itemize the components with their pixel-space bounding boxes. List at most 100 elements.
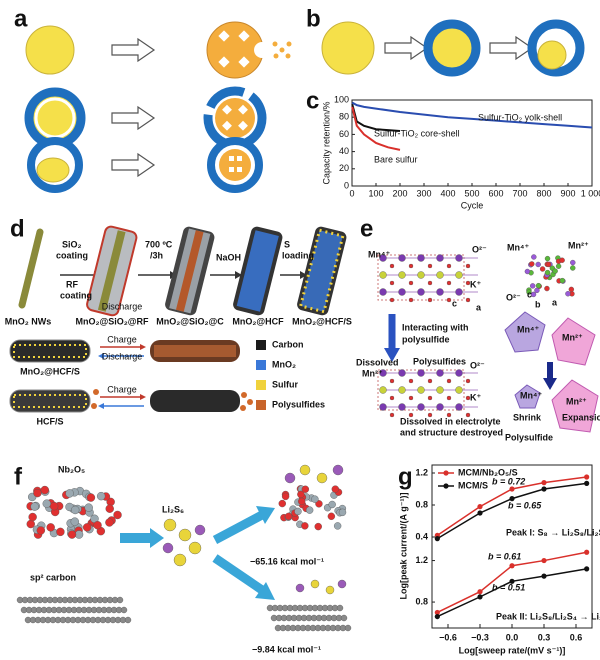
atom — [398, 271, 406, 279]
panel-e-diagram — [377, 254, 599, 433]
data-point — [541, 557, 547, 564]
structure-label: Mn²⁺ — [568, 240, 589, 250]
atom — [331, 485, 340, 493]
annotation: b = 0.72 — [492, 476, 525, 486]
x-tick-label: 600 — [488, 188, 503, 198]
atom — [535, 261, 541, 268]
panel-f-diagram-shape — [212, 511, 265, 544]
panel-f-diagram-shape — [162, 518, 206, 567]
x-tick-label: 1 000 — [581, 188, 600, 198]
atom — [336, 604, 344, 612]
panel-e-diagram-shape — [524, 254, 576, 298]
panel-d-diagram-shape — [9, 389, 91, 413]
atom — [446, 263, 452, 269]
y-tick-label: 1.2 — [415, 467, 428, 477]
panel-d-diagram-shape-shape — [300, 230, 343, 312]
atom — [417, 403, 425, 411]
atom — [427, 263, 433, 269]
cell-label: MnO₂@HCF/S — [20, 366, 80, 376]
data-point — [477, 510, 483, 516]
atom — [96, 491, 106, 501]
atom — [284, 512, 293, 521]
panel-label: e — [360, 215, 373, 242]
atom — [417, 288, 425, 296]
panel-e-diagram-shape — [384, 348, 400, 362]
atom — [417, 386, 425, 394]
atom — [446, 297, 452, 303]
molecule-label: sp² carbon — [30, 572, 76, 582]
panel-d-diagram-shape-shape — [240, 405, 246, 411]
x-tick-label: 800 — [536, 188, 551, 198]
panel-d-diagram-shape — [233, 226, 283, 316]
charge-label: Charge — [107, 384, 137, 394]
atom — [315, 500, 323, 508]
x-tick-label: 300 — [416, 188, 431, 198]
panel-d-diagram-shape-shape — [91, 403, 97, 409]
panel-a-diagram-shape — [36, 157, 70, 183]
atom — [417, 369, 425, 377]
series-line — [437, 568, 587, 618]
legend-marker — [443, 470, 449, 476]
atom — [33, 488, 42, 498]
atom — [67, 530, 77, 539]
atom — [325, 585, 335, 595]
structure-label: K⁺ — [470, 279, 481, 289]
panel-d-diagram-shape — [300, 271, 307, 279]
legend-marker — [443, 483, 449, 489]
panel-e-diagram-shape — [377, 254, 465, 301]
atom — [188, 541, 202, 555]
atom — [455, 288, 463, 296]
panel-d-diagram — [9, 225, 347, 413]
atom — [74, 530, 84, 539]
atom — [389, 263, 395, 269]
data-point — [584, 549, 590, 555]
legend-label: MCM/Nb₂O₅/S — [458, 467, 518, 477]
atom — [333, 522, 342, 530]
atom — [301, 485, 310, 493]
panel-a-diagram-shape — [111, 106, 155, 130]
structure-label: polysulfide — [402, 334, 450, 344]
atom — [178, 528, 192, 542]
atom — [105, 504, 114, 513]
y-tick-label: 1.2 — [415, 555, 428, 565]
panel-b-diagram-shape — [384, 36, 428, 60]
atom — [417, 254, 425, 262]
atom — [436, 254, 444, 262]
structure-label: Mn²⁺ — [562, 332, 583, 342]
atom — [398, 403, 406, 411]
atom — [552, 268, 558, 274]
atom — [332, 464, 344, 476]
panel-a-diagram-shape-shape — [229, 156, 234, 161]
data-point — [434, 536, 440, 542]
atom — [278, 499, 286, 508]
step-label: loading — [282, 250, 314, 260]
discharge-label: Discharge — [102, 301, 143, 311]
annotation: b = 0.65 — [508, 500, 542, 510]
panel-f-diagram — [16, 464, 352, 632]
atom — [465, 297, 471, 303]
panel-a-diagram-shape-shape — [237, 167, 242, 172]
atom — [465, 263, 471, 269]
molecule-label: −9.84 kcal mol⁻¹ — [252, 644, 321, 654]
atom — [40, 485, 50, 495]
atom — [379, 254, 387, 262]
panel-e-diagram-shape — [379, 369, 478, 418]
x-tick-label: −0.6 — [439, 632, 457, 642]
panel-e-diagram-shape — [514, 384, 541, 409]
product-label: MnO₂@HCF — [232, 316, 284, 326]
data-point — [477, 589, 483, 595]
y-tick-label: 20 — [339, 163, 349, 173]
panel-f-diagram-shape — [16, 596, 132, 624]
product-label: MnO₂@SiO₂@C — [156, 316, 224, 326]
step-label: /3h — [150, 250, 163, 260]
atom — [465, 378, 471, 384]
data-point — [509, 486, 515, 492]
data-point — [541, 573, 547, 579]
panel-label: d — [10, 215, 25, 242]
data-point — [509, 563, 515, 569]
atom — [314, 522, 322, 531]
step-label: RF — [66, 279, 78, 289]
atom — [529, 261, 535, 267]
atom — [398, 254, 406, 262]
